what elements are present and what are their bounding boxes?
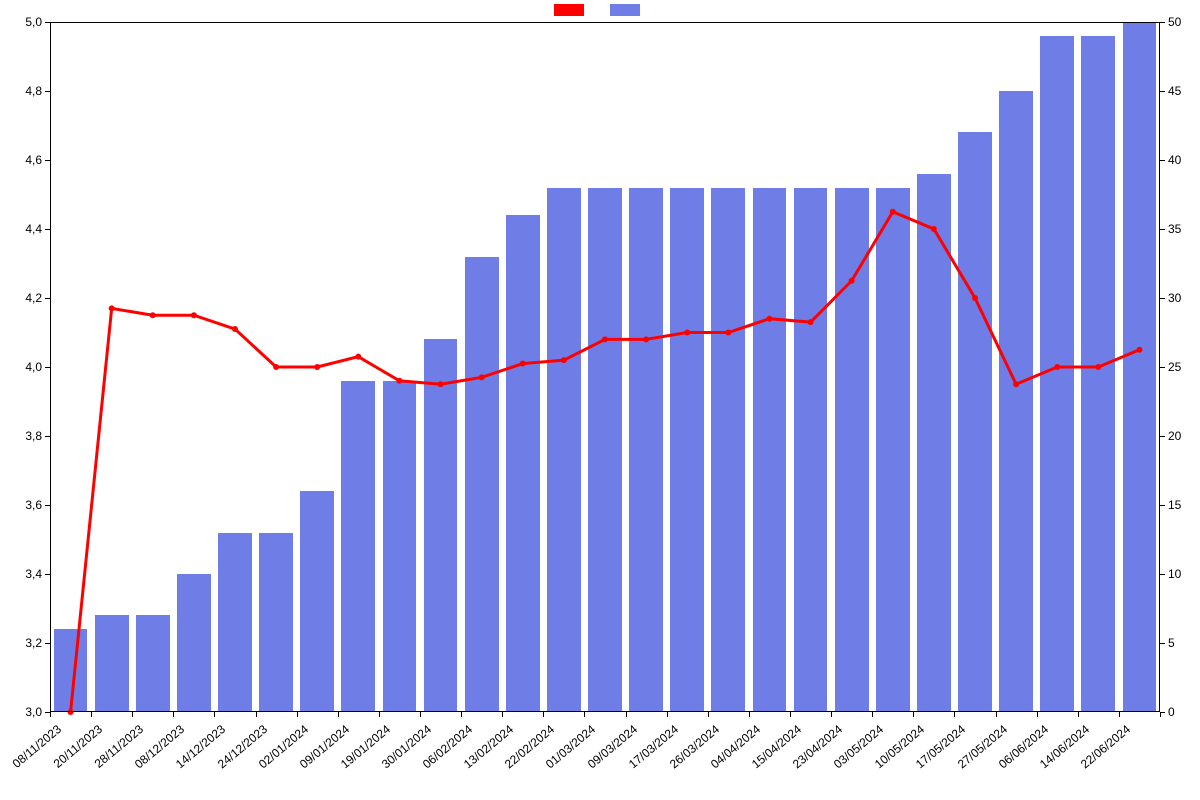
tick-mark — [45, 298, 50, 299]
tick-mark — [502, 712, 503, 717]
plot-area — [50, 22, 1160, 712]
right-tick-label: 50 — [1168, 15, 1181, 29]
tick-mark — [214, 712, 215, 717]
tick-mark — [45, 160, 50, 161]
right-tick-label: 15 — [1168, 498, 1181, 512]
legend-item — [554, 4, 590, 16]
left-tick-label: 4,6 — [25, 153, 42, 167]
tick-mark — [954, 712, 955, 717]
tick-mark — [1160, 367, 1165, 368]
tick-mark — [749, 712, 750, 717]
left-tick-label: 3,6 — [25, 498, 42, 512]
left-tick-label: 3,0 — [25, 705, 42, 719]
tick-mark — [132, 712, 133, 717]
tick-mark — [708, 712, 709, 717]
tick-mark — [256, 712, 257, 717]
tick-mark — [1160, 229, 1165, 230]
right-tick-label: 20 — [1168, 429, 1181, 443]
left-tick-label: 3,2 — [25, 636, 42, 650]
tick-mark — [626, 712, 627, 717]
tick-mark — [1119, 712, 1120, 717]
right-tick-label: 30 — [1168, 291, 1181, 305]
left-tick-label: 4,8 — [25, 84, 42, 98]
tick-mark — [913, 712, 914, 717]
chart-container: 3,0 3,2 3,4 3,6 3,8 4,0 4,2 4,4 4,6 4,8 5,0 0 5 10 15… — [0, 0, 1200, 800]
tick-mark — [1160, 298, 1165, 299]
left-tick-label: 4,0 — [25, 360, 42, 374]
tick-mark — [420, 712, 421, 717]
tick-mark — [1160, 91, 1165, 92]
tick-mark — [1160, 505, 1165, 506]
legend-item — [610, 4, 646, 16]
plot-border — [50, 22, 1160, 712]
tick-mark — [45, 505, 50, 506]
left-tick-label: 3,4 — [25, 567, 42, 581]
right-tick-label: 25 — [1168, 360, 1181, 374]
tick-mark — [297, 712, 298, 717]
tick-mark — [1160, 436, 1165, 437]
tick-mark — [91, 712, 92, 717]
tick-mark — [1160, 22, 1165, 23]
left-tick-label: 5,0 — [25, 15, 42, 29]
left-tick-label: 4,2 — [25, 291, 42, 305]
right-tick-label: 45 — [1168, 84, 1181, 98]
tick-mark — [173, 712, 174, 717]
right-tick-label: 35 — [1168, 222, 1181, 236]
right-tick-label: 0 — [1168, 705, 1175, 719]
tick-mark — [379, 712, 380, 717]
tick-mark — [1160, 160, 1165, 161]
tick-mark — [543, 712, 544, 717]
tick-mark — [831, 712, 832, 717]
tick-mark — [50, 712, 51, 717]
right-tick-label: 5 — [1168, 636, 1175, 650]
tick-mark — [45, 22, 50, 23]
tick-mark — [45, 91, 50, 92]
left-tick-label: 4,4 — [25, 222, 42, 236]
tick-mark — [667, 712, 668, 717]
legend-swatch — [554, 4, 584, 16]
tick-mark — [1160, 712, 1161, 717]
right-tick-label: 40 — [1168, 153, 1181, 167]
tick-mark — [996, 712, 997, 717]
tick-mark — [872, 712, 873, 717]
right-tick-label: 10 — [1168, 567, 1181, 581]
tick-mark — [1037, 712, 1038, 717]
tick-mark — [584, 712, 585, 717]
legend — [0, 4, 1200, 16]
tick-mark — [790, 712, 791, 717]
tick-mark — [45, 574, 50, 575]
tick-mark — [461, 712, 462, 717]
legend-swatch — [610, 4, 640, 16]
tick-mark — [45, 367, 50, 368]
tick-mark — [1078, 712, 1079, 717]
tick-mark — [1160, 643, 1165, 644]
tick-mark — [45, 436, 50, 437]
left-tick-label: 3,8 — [25, 429, 42, 443]
tick-mark — [45, 643, 50, 644]
tick-mark — [338, 712, 339, 717]
tick-mark — [1160, 574, 1165, 575]
tick-mark — [45, 229, 50, 230]
